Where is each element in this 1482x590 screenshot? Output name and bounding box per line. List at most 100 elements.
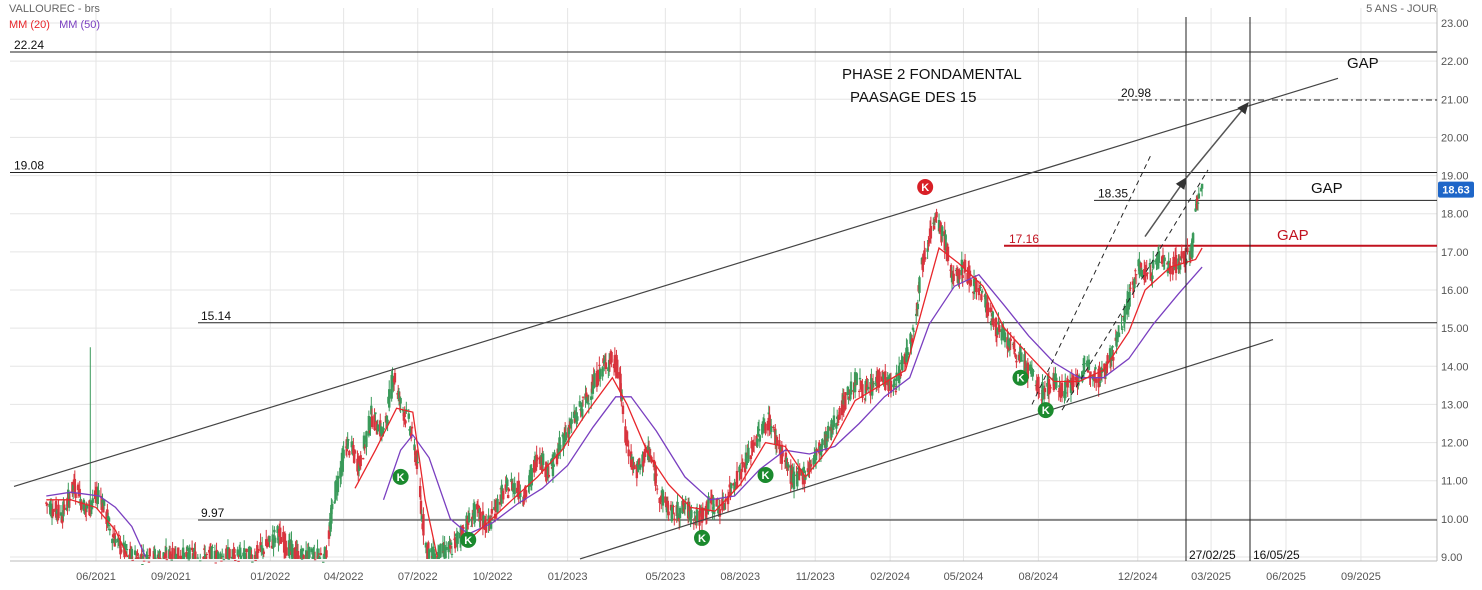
candle-body [972,278,976,287]
candle-body [179,555,182,559]
candle-body [273,537,277,543]
candle-body [858,377,862,380]
candle-body [116,538,120,543]
candle-body [226,547,230,559]
candle-body [63,504,66,511]
candle-body [158,551,161,554]
candle-body [533,459,536,473]
candle-body [50,503,53,514]
candle-body [690,510,693,518]
candle-body [642,451,646,463]
candle-body [330,504,333,524]
candle-body [1038,393,1041,395]
candle-body [758,435,762,442]
candle-body [407,413,410,419]
candle-body [203,554,207,559]
candle-body [194,551,197,559]
candle-body [1049,387,1052,389]
candle-body [265,545,269,548]
candle-body [1040,399,1043,401]
candle-body [705,501,709,515]
candle-body [404,420,407,424]
candle-body [1152,259,1155,269]
candle-body [253,554,257,559]
candle-body [1194,208,1197,212]
candle-body [866,386,870,390]
candle-body [66,497,69,506]
candle-body [980,290,984,293]
candle-body [261,548,265,555]
candle-body [1077,375,1081,378]
candle-body [254,559,257,561]
candle-body [1178,261,1181,266]
candle-body [465,515,468,535]
candle-body [302,555,305,559]
candle-body [723,504,727,510]
candle-body [1060,382,1064,397]
candle-body [219,553,222,559]
candle-body [667,511,670,516]
candle-body [786,465,789,471]
lower-channel-line [579,339,1274,560]
candle-body [1064,392,1068,394]
candle-body [196,557,200,559]
candle-body [849,381,853,395]
candle-body [1121,316,1125,318]
candle-body [821,439,824,446]
candle-body [899,373,902,377]
k-marker-label: K [762,470,770,482]
candle-body [479,511,482,521]
candle-body [1132,287,1135,292]
candle-body [482,515,485,525]
candle-body [1169,265,1172,275]
candle-body [414,451,417,463]
candle-body [734,483,737,490]
candle-body [766,420,770,431]
k-marker [1037,402,1054,419]
candle-body [1172,256,1175,264]
candle-body [187,559,191,561]
candle-body [660,496,663,501]
candle-body [958,269,961,280]
candle-body [1093,370,1096,382]
candle-body [376,424,380,432]
candle-body [90,502,94,506]
candle-body [923,257,927,260]
candle-body [473,504,476,523]
candle-body [979,286,982,288]
candle-body [95,487,99,495]
candle-body [341,453,344,472]
candle-body [1129,287,1132,289]
candle-body [699,508,702,512]
candle-body [607,367,610,372]
candle-body [804,476,807,480]
candle-body [747,447,750,462]
candle-body [456,531,459,544]
candle-body [952,273,955,282]
candle-body [625,437,628,445]
candle-body [604,362,608,369]
candle-body [568,426,571,435]
candle-body [563,434,566,445]
candle-body [427,549,431,559]
candle-body [1054,373,1057,382]
candle-body [471,516,474,519]
candle-body [1032,370,1035,372]
candle-body [120,549,123,553]
candle-body [162,552,165,559]
candle-body [251,561,254,563]
candle-body [1120,322,1123,324]
candle-body [661,490,665,506]
candle-body [671,505,674,514]
candle-body [678,508,682,519]
candle-body [1082,363,1086,375]
candle-body [1109,363,1113,365]
candle-body [684,498,687,500]
candle-body [832,415,836,427]
x-tick-label: 11/2023 [796,571,835,583]
candle-body [78,488,81,497]
candle-body [1160,256,1164,264]
candle-body [536,457,539,460]
candle-body [693,512,696,514]
candle-body [1191,238,1194,258]
